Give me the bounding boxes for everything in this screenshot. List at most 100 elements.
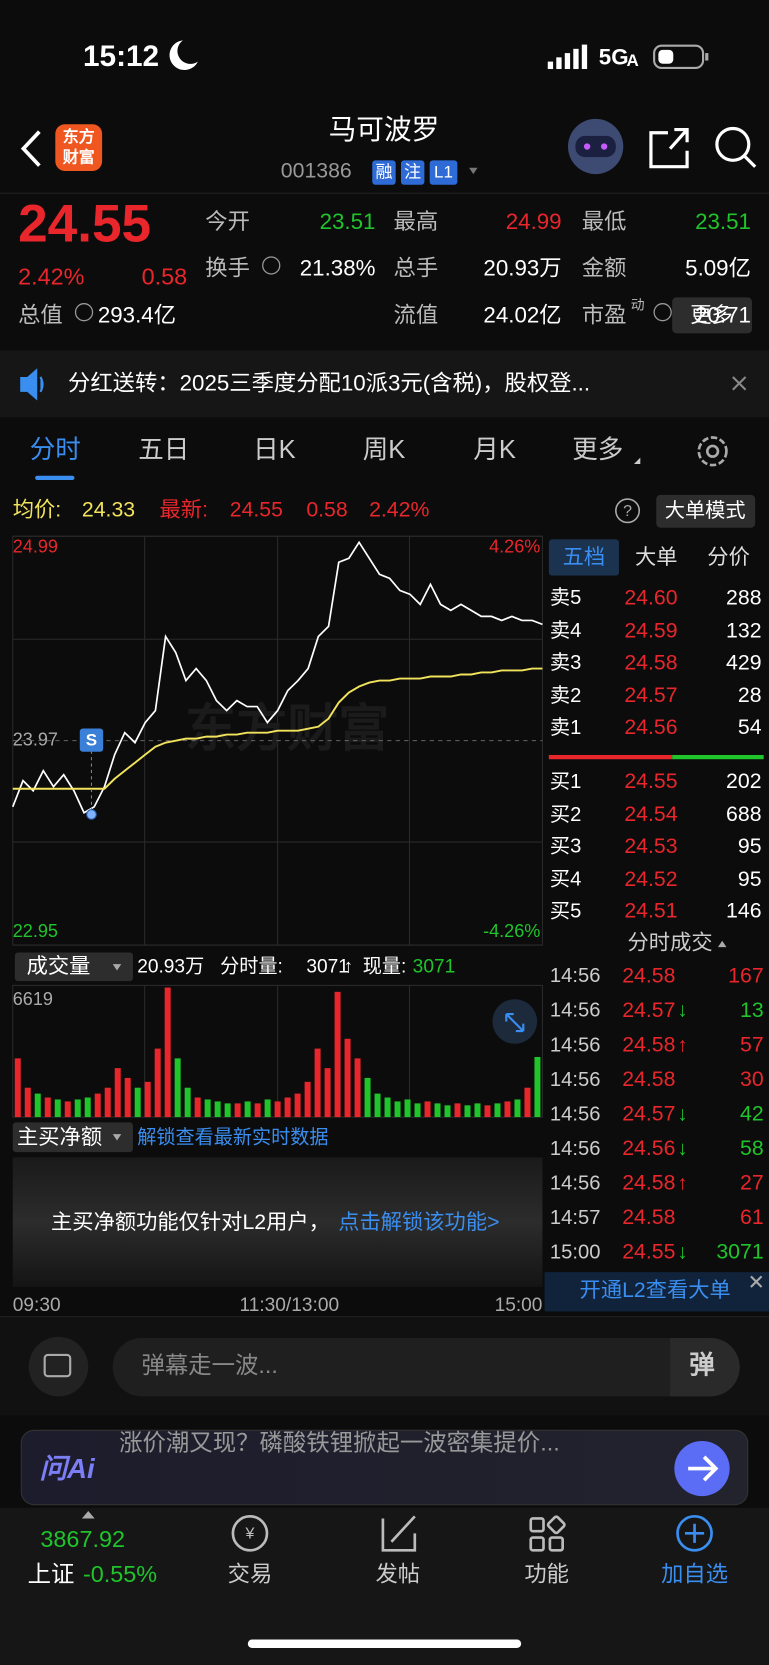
book-tab[interactable]: 五档 <box>563 545 606 569</box>
trade-volume: 167 <box>728 964 763 988</box>
mode-button[interactable] <box>656 494 756 528</box>
volume-bar <box>134 1087 141 1118</box>
volume-bar <box>264 1099 271 1118</box>
net-selector[interactable] <box>12 1122 133 1153</box>
info-icon[interactable] <box>653 303 672 322</box>
tag: 注 <box>404 163 421 182</box>
tag-badge <box>400 160 425 185</box>
nav-item[interactable]: 交易 <box>228 1562 273 1587</box>
unlock-link[interactable]: 点击解锁该功能> <box>338 1210 499 1234</box>
locked-message: 主买净额功能仅针对L2用户， <box>51 1210 330 1234</box>
watchlist-icon[interactable] <box>676 1515 713 1552</box>
book-label: 买5 <box>550 900 581 922</box>
trade-time: 14:56 <box>550 1103 601 1125</box>
trades-title[interactable]: 分时成交 <box>628 931 713 955</box>
marker-badge[interactable] <box>79 728 104 752</box>
volume-bar <box>114 1068 121 1118</box>
network: 5G <box>599 44 629 69</box>
volume-bar <box>324 1068 331 1118</box>
field-value: 20.93万 <box>483 256 561 281</box>
tab[interactable]: 更多 <box>572 436 623 464</box>
field-label: 流值 <box>394 302 439 327</box>
tab[interactable]: 分时 <box>30 436 81 464</box>
info-icon[interactable] <box>262 256 281 275</box>
comment-input[interactable] <box>112 1337 740 1397</box>
book-volume: 288 <box>726 586 761 610</box>
close-notice[interactable] <box>732 376 747 391</box>
book-price: 24.56 <box>624 715 677 739</box>
more-button[interactable] <box>672 297 752 334</box>
volume-current-label: 现量: <box>363 956 407 977</box>
book-tab[interactable]: 分价 <box>707 545 750 569</box>
nav-item[interactable]: 发帖 <box>375 1562 420 1587</box>
book-label: 卖3 <box>550 651 581 674</box>
volume-bar <box>74 1099 81 1118</box>
field-value: 293.4亿 <box>98 302 176 327</box>
book-label: 买4 <box>550 869 581 891</box>
volume-bar <box>384 1097 391 1118</box>
latest-pct: 2.42% <box>369 497 429 521</box>
danmaku-button[interactable]: 弹 <box>689 1351 715 1379</box>
search-handle <box>743 154 757 168</box>
notice-text[interactable]: 分红送转：2025三季度分配10派3元(含税)，股权登... <box>68 370 590 395</box>
ai-prompt[interactable]: 涨价潮又现？磷酸铁锂掀起一波密集提价... <box>119 1429 560 1455</box>
expand-icon <box>505 1013 525 1033</box>
tab[interactable]: 月K <box>473 436 516 464</box>
book-tab[interactable]: 大单 <box>635 545 678 569</box>
selector-label[interactable]: 成交量 <box>27 954 91 978</box>
index-name: 上证 <box>28 1561 75 1587</box>
nav-item[interactable]: 加自选 <box>661 1562 728 1587</box>
comment-placeholder[interactable]: 弹幕走一波... <box>141 1352 277 1378</box>
index-toggle[interactable] <box>81 1511 95 1519</box>
tab[interactable]: 周K <box>363 436 406 464</box>
trade-icon[interactable] <box>231 1515 269 1552</box>
pct-label: 4.26% <box>489 537 540 557</box>
l2-link[interactable]: 开通L2查看大单 <box>580 1278 731 1302</box>
close-banner[interactable] <box>750 1275 763 1288</box>
selector-label[interactable]: 主买净额 <box>17 1125 102 1149</box>
series-line <box>11 540 543 814</box>
info-icon[interactable] <box>74 303 94 322</box>
marker-label: S <box>86 731 97 750</box>
share-button[interactable] <box>649 127 689 169</box>
tab[interactable]: 五日 <box>138 436 189 464</box>
mode-label[interactable]: 大单模式 <box>665 499 746 522</box>
help-icon[interactable] <box>615 498 641 524</box>
stock-code: 001386 <box>281 159 352 183</box>
volume-bar <box>534 1056 541 1118</box>
more-label[interactable]: 更多 <box>690 303 733 327</box>
dropdown-arrow[interactable] <box>469 167 478 175</box>
volume-bar <box>454 1103 461 1118</box>
avg-value: 24.33 <box>82 497 135 521</box>
trade-arrow: ↓ <box>678 1103 688 1125</box>
ask-ratio <box>548 754 673 760</box>
battery-tip <box>705 53 709 61</box>
back-button[interactable] <box>20 130 41 167</box>
l2-banner[interactable] <box>544 1272 769 1312</box>
volume-bar <box>184 1087 191 1118</box>
y-tick-label: 23.97 <box>13 729 58 749</box>
book-volume: 146 <box>726 899 761 923</box>
avg-label: 均价: <box>13 497 61 521</box>
volume-bar <box>414 1103 421 1118</box>
battery-level <box>658 49 674 64</box>
volume-selector[interactable] <box>14 952 133 982</box>
assistant-face <box>575 135 616 158</box>
danmaku-settings[interactable] <box>28 1336 89 1397</box>
tab[interactable]: 日K <box>253 436 296 464</box>
danmaku-toggle[interactable] <box>670 1337 740 1397</box>
volume-bar <box>84 1097 91 1118</box>
settings-button[interactable] <box>697 436 728 467</box>
volume-bar <box>94 1093 101 1118</box>
unlock-link[interactable]: 解锁查看最新实时数据 <box>137 1126 328 1148</box>
search-button[interactable] <box>715 126 751 162</box>
function-icon[interactable] <box>529 1515 566 1552</box>
nav-item[interactable]: 功能 <box>524 1562 569 1587</box>
tag: L1 <box>434 163 453 182</box>
trade-price: 24.57 <box>622 1102 675 1126</box>
index-value: 3867.92 <box>40 1526 125 1552</box>
post-icon[interactable] <box>381 1515 417 1552</box>
ai-bar[interactable] <box>20 1429 749 1506</box>
